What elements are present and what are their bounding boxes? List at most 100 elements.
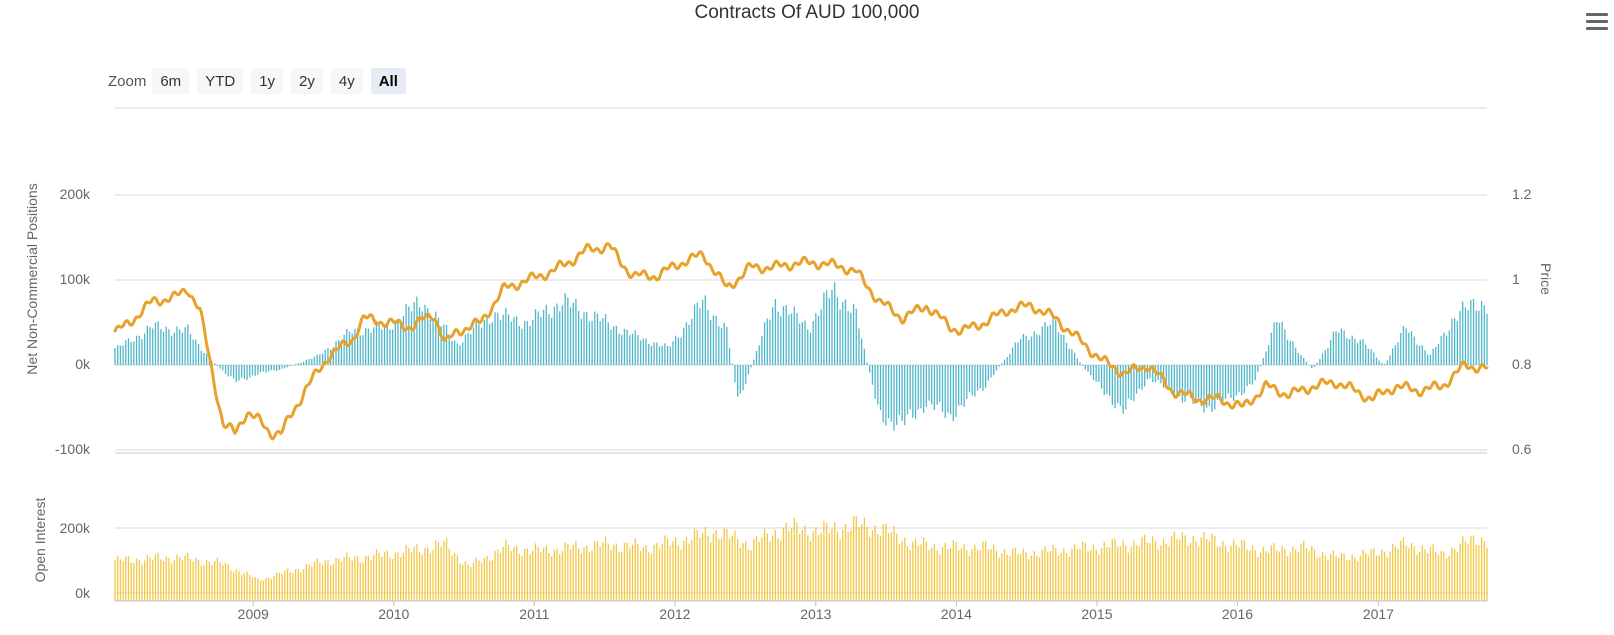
net-position-bar (499, 319, 502, 365)
net-position-bar (545, 304, 547, 365)
open-interest-bar (1224, 545, 1227, 601)
net-position-bar (1138, 365, 1140, 389)
net-position-bar (494, 312, 496, 365)
zoom-button-6m[interactable]: 6m (152, 68, 190, 94)
open-interest-bar (324, 560, 326, 601)
net-position-bar (1189, 365, 1192, 398)
open-interest-bar (901, 541, 903, 601)
net-position-bar (524, 321, 526, 365)
open-interest-bar (515, 545, 518, 601)
net-position-bar (1146, 365, 1149, 380)
open-interest-bar (604, 536, 607, 601)
net-position-bar (559, 311, 561, 365)
net-position-bar (737, 365, 739, 397)
net-position-bar (356, 328, 359, 365)
net-position-bar (146, 325, 148, 365)
open-interest-bar (898, 544, 901, 601)
open-interest-bar (413, 546, 415, 601)
net-position-bar (489, 324, 491, 365)
open-interest-bar (871, 530, 874, 601)
net-position-bar (1292, 341, 1294, 365)
net-position-bar (974, 365, 976, 397)
open-interest-bar (1036, 555, 1038, 601)
net-position-bar (553, 306, 556, 365)
open-interest-bar (335, 557, 337, 601)
open-interest-bar (499, 552, 502, 601)
open-interest-bar (1305, 548, 1308, 601)
open-interest-bar (874, 525, 876, 601)
open-interest-bar (300, 572, 302, 601)
net-position-bar (1373, 352, 1375, 365)
open-interest-bar (1006, 554, 1008, 601)
open-interest-bar (1413, 546, 1415, 601)
open-interest-bar (222, 565, 224, 601)
net-position-bar (1216, 365, 1219, 400)
open-interest-bar (1375, 555, 1378, 601)
open-interest-bar (823, 520, 825, 601)
open-interest-bar (1480, 537, 1483, 601)
net-position-bar (435, 311, 437, 365)
open-interest-bar (494, 550, 496, 601)
open-interest-bar (1416, 554, 1418, 601)
open-interest-bar (588, 552, 591, 601)
net-position-bar (1400, 332, 1402, 365)
x-tick-label: 2012 (659, 606, 690, 622)
net-position-bar (410, 311, 413, 365)
net-position-bar (993, 365, 995, 376)
open-interest-bar (117, 555, 119, 601)
net-position-bar (1144, 365, 1146, 387)
net-position-bar (1014, 342, 1016, 365)
net-position-bar (629, 335, 631, 365)
zoom-button-4y[interactable]: 4y (330, 68, 363, 94)
open-interest-bar (1354, 557, 1356, 601)
net-position-bar (1076, 358, 1078, 365)
net-position-bar (195, 339, 197, 365)
open-interest-bar (906, 546, 909, 601)
net-position-bar (755, 350, 758, 365)
open-interest-bar (1300, 543, 1302, 601)
open-interest-bar (238, 571, 240, 601)
open-interest-bar (807, 535, 809, 601)
open-interest-bar (195, 558, 197, 601)
net-position-bar (839, 309, 841, 365)
open-interest-bar (1079, 549, 1081, 601)
open-interest-bar (491, 559, 494, 601)
net-position-bar (259, 365, 262, 373)
net-position-bar (394, 320, 396, 365)
open-interest-bar (804, 525, 806, 601)
open-interest-bar (1467, 543, 1469, 601)
zoom-button-2y[interactable]: 2y (291, 68, 323, 94)
net-position-bar (615, 325, 618, 365)
open-interest-bar (596, 541, 599, 601)
open-interest-bar (189, 559, 192, 601)
open-interest-bar (723, 527, 725, 601)
open-interest-bar (650, 553, 653, 601)
net-position-bar (1041, 326, 1043, 365)
net-position-bar (879, 365, 882, 411)
net-position-bar (1157, 365, 1159, 381)
hamburger-menu-icon[interactable] (1586, 13, 1608, 31)
net-position-bar (664, 343, 666, 365)
y-tick-label-right: 0.6 (1512, 441, 1532, 457)
open-interest-bar (984, 541, 987, 601)
open-interest-bar (782, 527, 785, 601)
net-position-bar (850, 312, 852, 365)
open-interest-bar (1273, 543, 1275, 601)
zoom-button-all[interactable]: All (370, 68, 406, 94)
net-position-bar (623, 328, 626, 365)
open-interest-bar (734, 530, 736, 601)
net-position-bar (1437, 344, 1440, 365)
net-position-bar (642, 338, 644, 365)
zoom-button-ytd[interactable]: YTD (197, 68, 244, 94)
zoom-button-1y[interactable]: 1y (251, 68, 284, 94)
open-interest-bar (402, 552, 405, 601)
open-interest-bar (1259, 552, 1262, 601)
net-position-bar (1270, 332, 1273, 365)
net-position-bar (216, 365, 219, 367)
open-interest-bar (294, 569, 297, 601)
open-interest-bar (453, 552, 456, 601)
net-position-bar (551, 317, 553, 365)
net-position-bar (871, 365, 874, 385)
open-interest-bar (879, 535, 882, 601)
